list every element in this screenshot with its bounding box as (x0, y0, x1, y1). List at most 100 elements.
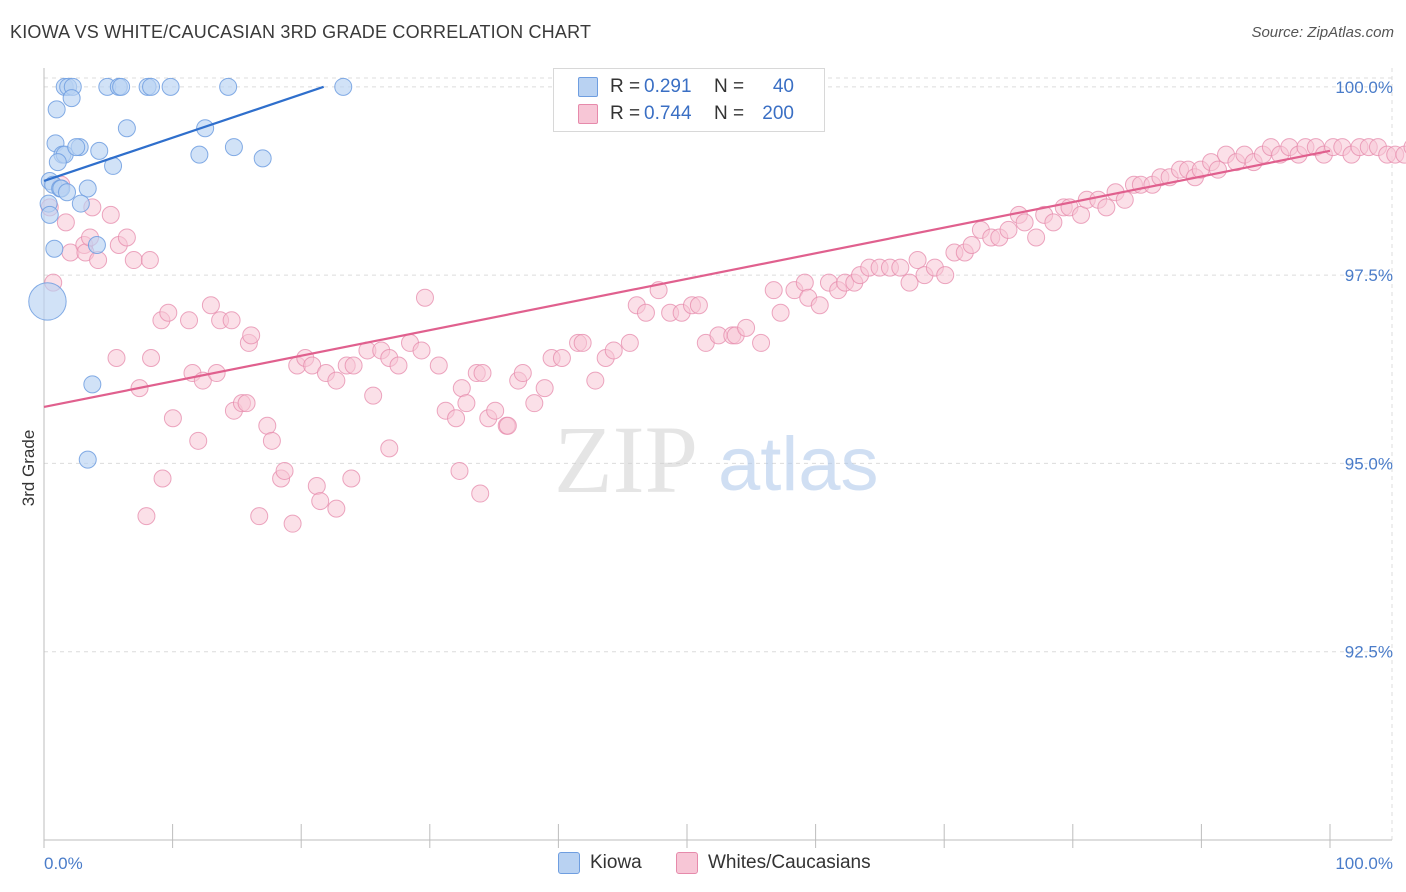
trend-line-whites (43, 149, 1331, 409)
data-point-kiowa (83, 375, 102, 394)
data-point-whites (452, 379, 471, 398)
data-point-kiowa (90, 141, 109, 160)
y-axis-label: 3rd Grade (19, 430, 38, 507)
data-point-whites (412, 341, 431, 360)
data-point-whites (498, 416, 517, 435)
legend-swatch-whites (578, 104, 598, 124)
y-tick-label: 100.0% (1335, 78, 1393, 97)
data-point-whites (513, 364, 532, 383)
data-point-whites (153, 469, 172, 488)
data-point-kiowa (142, 77, 161, 96)
data-point-whites (752, 333, 771, 352)
y-tick-label: 92.5% (1345, 643, 1393, 662)
data-point-whites (124, 251, 143, 270)
data-point-kiowa (161, 77, 180, 96)
data-point-whites (327, 371, 346, 390)
data-point-whites (771, 303, 790, 322)
data-point-whites (450, 461, 469, 480)
data-point-whites (142, 348, 161, 367)
data-point-whites (311, 492, 330, 511)
y-tick-label: 95.0% (1345, 454, 1393, 473)
x-tick-label-max: 100.0% (1335, 854, 1393, 873)
data-point-kiowa (78, 450, 97, 469)
data-point-whites (447, 409, 466, 428)
legend-n-value-whites: 200 (762, 103, 794, 124)
bottom-legend-label-whites: Whites/Caucasians (708, 852, 871, 873)
data-point-whites (429, 356, 448, 375)
data-point-whites (471, 484, 490, 503)
data-point-whites (89, 251, 108, 270)
bottom-legend-whites[interactable]: Whites/Caucasians (676, 852, 871, 874)
data-point-whites (900, 273, 919, 292)
data-point-whites (342, 469, 361, 488)
data-point-kiowa (224, 138, 243, 157)
data-point-kiowa (47, 100, 66, 119)
trend-line-kiowa (43, 85, 325, 183)
data-point-kiowa (58, 183, 77, 202)
data-point-kiowa (67, 138, 86, 157)
data-point-whites (936, 266, 955, 285)
data-point-whites (1072, 205, 1091, 224)
data-point-whites (163, 409, 182, 428)
data-point-whites (237, 394, 256, 413)
data-point-whites (810, 296, 829, 315)
data-point-whites (737, 318, 756, 337)
data-point-whites (262, 431, 281, 450)
data-point-whites (159, 303, 178, 322)
data-point-whites (389, 356, 408, 375)
data-point-kiowa (62, 89, 81, 108)
legend-r-value-whites: 0.744 (644, 103, 692, 124)
data-point-whites (283, 514, 302, 533)
data-point-whites (180, 311, 199, 330)
data-point-whites (962, 235, 981, 254)
data-point-whites (140, 251, 159, 270)
bottom-legend-kiowa[interactable]: Kiowa (558, 852, 642, 874)
data-point-whites (201, 296, 220, 315)
data-point-whites (573, 333, 592, 352)
chart-title: KIOWA VS WHITE/CAUCASIAN 3RD GRADE CORRE… (10, 22, 592, 42)
data-point-whites (307, 477, 326, 496)
data-point-whites (795, 273, 814, 292)
legend-r-label: R = (610, 103, 641, 124)
legend-r-label: R = (610, 76, 641, 97)
data-point-kiowa (87, 235, 106, 254)
data-point-whites (535, 379, 554, 398)
data-point-kiowa (117, 119, 136, 138)
legend-n-label: N = (714, 103, 745, 124)
data-point-whites (137, 507, 156, 526)
data-point-kiowa (196, 119, 215, 138)
data-point-whites (689, 296, 708, 315)
data-point-whites (364, 386, 383, 405)
legend-row-kiowa: R = 0.291 N = 40 (578, 74, 794, 100)
data-point-whites (242, 326, 261, 345)
y-tick-label: 97.5% (1345, 266, 1393, 285)
data-point-kiowa (45, 239, 64, 258)
data-point-whites (552, 348, 571, 367)
data-point-whites (486, 401, 505, 420)
data-point-whites (908, 251, 927, 270)
data-point-whites (344, 356, 363, 375)
data-point-whites (604, 341, 623, 360)
bottom-legend-swatch-whites (676, 852, 698, 874)
data-point-kiowa (48, 153, 67, 172)
legend-swatch-kiowa (578, 77, 598, 97)
data-point-kiowa (78, 179, 97, 198)
data-point-whites (327, 499, 346, 518)
data-point-whites (891, 258, 910, 277)
data-point-whites (107, 348, 126, 367)
series-kiowa (28, 77, 353, 469)
data-point-whites (250, 507, 269, 526)
data-point-whites (525, 394, 544, 413)
data-point-whites (101, 205, 120, 224)
data-point-kiowa (190, 145, 209, 164)
tick-labels: 92.5% 95.0% 97.5% 100.0% 0.0% 100.0% (44, 78, 1393, 873)
legend-r-value-kiowa: 0.291 (644, 76, 692, 97)
data-point-whites (275, 461, 294, 480)
legend-n-value-kiowa: 40 (772, 76, 794, 97)
data-point-whites (1044, 213, 1063, 232)
data-point-kiowa (40, 205, 59, 224)
data-point-whites (1015, 213, 1034, 232)
trend-lines (43, 85, 1331, 409)
data-point-kiowa (334, 77, 353, 96)
